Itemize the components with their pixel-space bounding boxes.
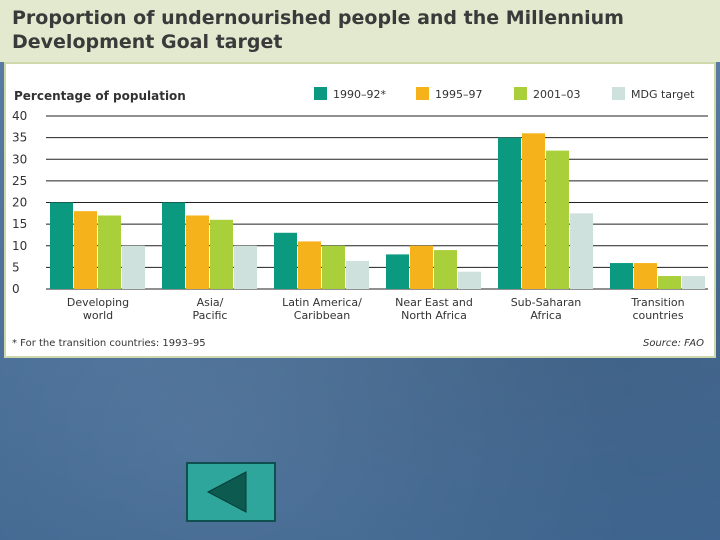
bar	[346, 260, 369, 289]
y-tick-label: 0	[12, 282, 20, 296]
legend-label: 1995–97	[435, 88, 483, 101]
chart-title: Proportion of undernourished people and …	[12, 7, 624, 53]
x-tick-label: Transition	[630, 296, 684, 309]
bar-chart: 0 5 10 15 20 25 30 35 40 Percentage of population…	[12, 87, 708, 349]
legend-label: MDG target	[631, 88, 695, 101]
y-tick-label: 35	[12, 131, 27, 145]
chart-panel: 0 5 10 15 20 25 30 35 40 Percentage of population…	[4, 62, 716, 358]
bar	[610, 263, 633, 289]
legend-swatch	[612, 87, 625, 100]
y-tick-label: 25	[12, 174, 27, 188]
bar	[210, 219, 233, 289]
y-tick-label: 5	[12, 260, 20, 274]
bar	[458, 271, 481, 289]
bar	[682, 276, 705, 289]
x-tick-label: Developing	[67, 296, 129, 309]
bar	[570, 213, 593, 289]
x-tick-label: world	[83, 309, 113, 322]
triangle-left-icon	[206, 471, 247, 513]
back-button[interactable]	[186, 462, 276, 522]
x-tick-label: Asia/	[197, 296, 224, 309]
y-tick-label: 10	[12, 239, 27, 253]
bar	[658, 276, 681, 289]
bar	[50, 202, 73, 289]
bar	[322, 245, 345, 289]
bar	[634, 263, 657, 289]
x-tick-label: Pacific	[193, 309, 228, 322]
bar	[122, 245, 145, 289]
legend-label: 2001–03	[533, 88, 581, 101]
bar	[162, 202, 185, 289]
x-tick-label: Africa	[530, 309, 561, 322]
x-tick-label: North Africa	[401, 309, 467, 322]
bar	[274, 232, 297, 289]
source-note: Source: FAO	[643, 338, 704, 349]
y-tick-label: 30	[12, 152, 27, 166]
footnote: * For the transition countries: 1993–95	[12, 338, 206, 349]
bar	[546, 150, 569, 289]
bar	[522, 133, 545, 289]
bar	[98, 215, 121, 289]
bar	[74, 211, 97, 289]
bar	[298, 241, 321, 289]
slide-header: Proportion of undernourished people and …	[0, 0, 720, 62]
legend-swatch	[416, 87, 429, 100]
y-tick-label: 40	[12, 109, 27, 123]
x-tick-label: Caribbean	[294, 309, 350, 322]
legend-swatch	[314, 87, 327, 100]
bar	[498, 137, 521, 289]
y-axis-label: Percentage of population	[14, 89, 186, 103]
bar	[386, 254, 409, 289]
bar	[410, 245, 433, 289]
x-tick-label: Near East and	[395, 296, 473, 309]
legend-swatch	[514, 87, 527, 100]
bar	[186, 215, 209, 289]
bar	[234, 245, 257, 289]
legend-label: 1990–92*	[333, 88, 386, 101]
x-tick-label: Latin America/	[282, 296, 362, 309]
x-tick-label: Sub-Saharan	[511, 296, 582, 309]
x-tick-label: countries	[632, 309, 683, 322]
y-tick-label: 15	[12, 217, 27, 231]
y-tick-label: 20	[12, 196, 27, 210]
bar	[434, 250, 457, 289]
